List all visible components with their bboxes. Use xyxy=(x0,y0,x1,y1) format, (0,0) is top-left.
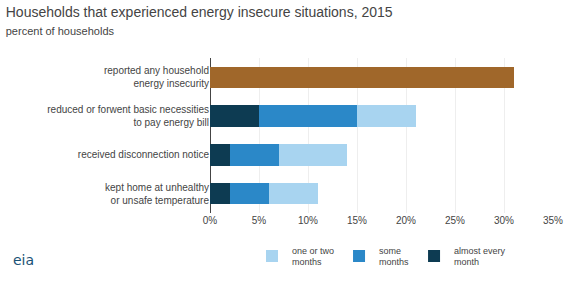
svg-text:25%: 25% xyxy=(445,215,465,226)
svg-text:kept home at unhealthyor unsaf: kept home at unhealthyor unsafe temperat… xyxy=(105,182,209,206)
svg-text:10%: 10% xyxy=(298,215,318,226)
svg-text:0%: 0% xyxy=(203,215,218,226)
svg-text:one or twomonths: one or twomonths xyxy=(292,246,334,268)
svg-text:reduced or forwent basic neces: reduced or forwent basic necessitiesto p… xyxy=(47,104,209,128)
svg-text:somemonths: somemonths xyxy=(379,246,409,268)
svg-text:eia: eia xyxy=(13,252,34,268)
svg-text:Households that experienced en: Households that experienced energy insec… xyxy=(6,4,393,37)
svg-text:almost everymonth: almost everymonth xyxy=(454,246,506,268)
svg-text:15%: 15% xyxy=(347,215,367,226)
svg-text:received disconnection notice: received disconnection notice xyxy=(78,149,210,160)
svg-text:20%: 20% xyxy=(396,215,416,226)
svg-text:5%: 5% xyxy=(252,215,267,226)
svg-text:reported any householdenergy i: reported any householdenergy insecurity xyxy=(104,65,209,89)
svg-text:30%: 30% xyxy=(494,215,514,226)
svg-text:35%: 35% xyxy=(543,215,563,226)
